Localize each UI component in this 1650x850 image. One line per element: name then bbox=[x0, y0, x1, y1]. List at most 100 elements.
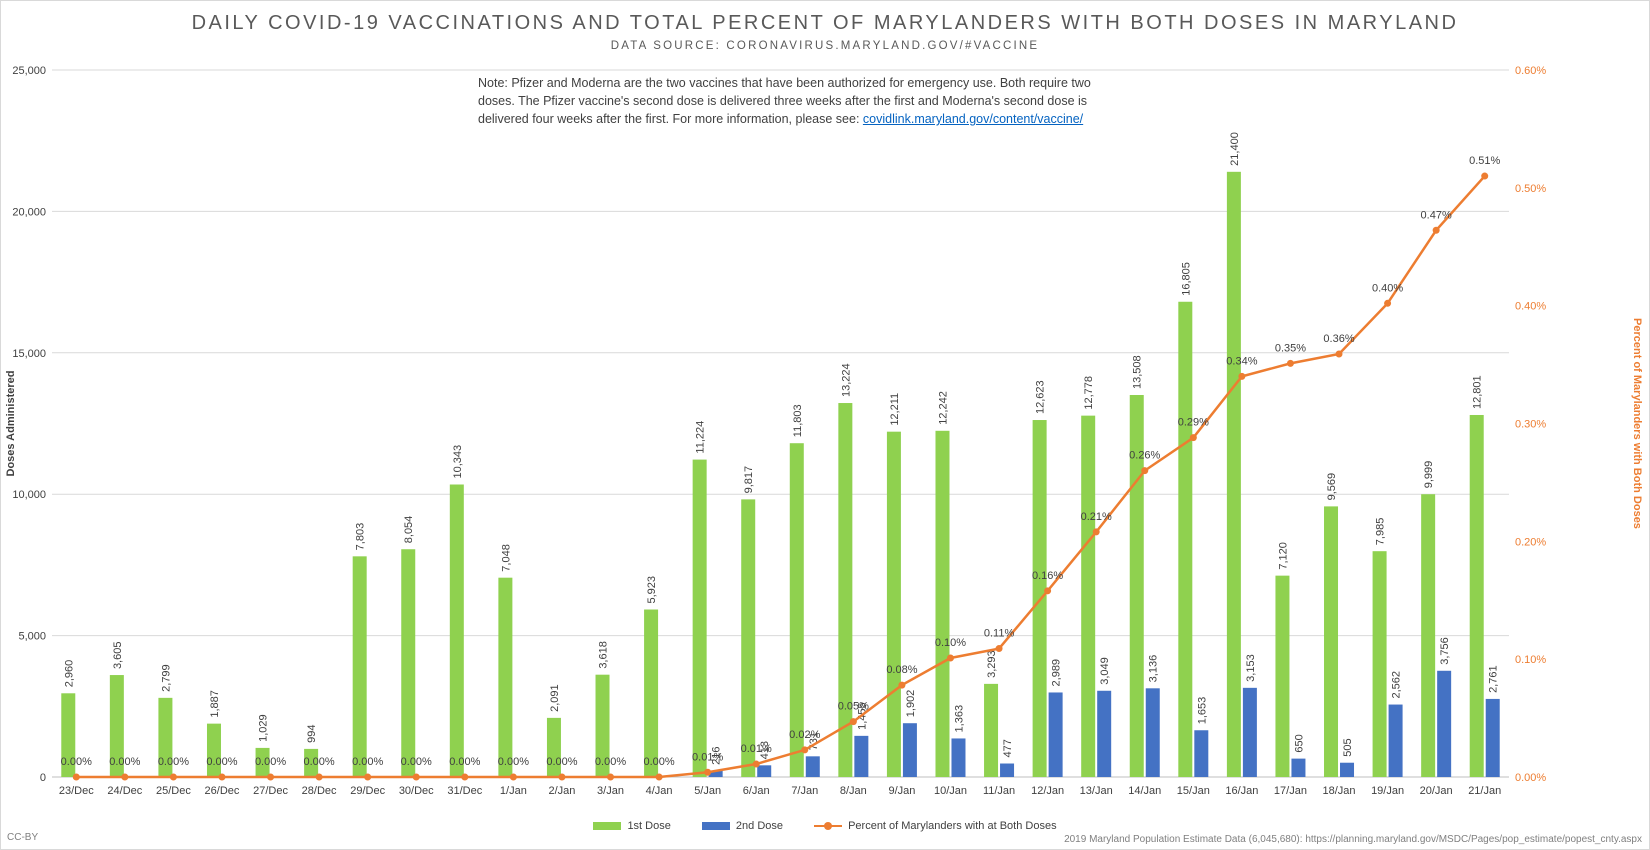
percent-label: 0.00% bbox=[61, 756, 92, 768]
bar-label-1st-dose: 1,887 bbox=[209, 690, 221, 718]
legend-swatch-percent bbox=[814, 822, 843, 831]
percent-label: 0.35% bbox=[1275, 342, 1306, 354]
bar-label-1st-dose: 2,799 bbox=[160, 664, 172, 692]
bar-2nd-dose bbox=[1340, 762, 1355, 777]
bar-2nd-dose bbox=[1388, 704, 1403, 777]
bar-label-2nd-dose: 216 bbox=[711, 747, 723, 765]
bar-label-1st-dose: 9,999 bbox=[1423, 461, 1435, 489]
bar-label-1st-dose: 7,048 bbox=[500, 544, 512, 572]
bar-1st-dose bbox=[1129, 394, 1144, 777]
percent-label: 0.26% bbox=[1129, 450, 1160, 462]
x-tick-label: 25/Dec bbox=[156, 785, 191, 797]
percent-label: 0.08% bbox=[886, 664, 917, 676]
bar-1st-dose bbox=[935, 430, 950, 777]
percent-point bbox=[412, 773, 420, 781]
bar-1st-dose bbox=[1469, 414, 1484, 777]
percent-label: 0.34% bbox=[1226, 355, 1257, 367]
x-tick-label: 5/Jan bbox=[694, 785, 721, 797]
bar-2nd-dose bbox=[902, 723, 917, 777]
bar-1st-dose bbox=[838, 403, 853, 777]
bar-2nd-dose bbox=[1291, 758, 1306, 777]
percent-label: 0.51% bbox=[1469, 155, 1500, 167]
bar-label-2nd-dose: 477 bbox=[1002, 739, 1014, 757]
bar-label-2nd-dose: 3,049 bbox=[1099, 657, 1111, 685]
bar-1st-dose bbox=[449, 484, 464, 777]
bar-label-1st-dose: 11,224 bbox=[695, 421, 707, 454]
y-tick-label: 15,000 bbox=[12, 348, 46, 360]
population-source: 2019 Maryland Population Estimate Data (… bbox=[1064, 834, 1642, 845]
y-tick-label: 5,000 bbox=[18, 631, 46, 643]
legend-item-1st-dose: 1st Dose bbox=[593, 820, 671, 832]
bar-label-2nd-dose: 3,136 bbox=[1148, 655, 1160, 683]
bar-label-1st-dose: 16,805 bbox=[1180, 262, 1192, 296]
percent-label: 0.00% bbox=[158, 756, 189, 768]
license-label: CC-BY bbox=[7, 832, 39, 843]
bar-label-1st-dose: 10,343 bbox=[452, 445, 464, 479]
note-box: Note: Pfizer and Moderna are the two vac… bbox=[478, 74, 1118, 128]
bar-1st-dose bbox=[401, 549, 416, 777]
percent-label: 0.05% bbox=[838, 701, 869, 713]
percent-label: 0.00% bbox=[498, 756, 529, 768]
percent-label: 0.21% bbox=[1081, 511, 1112, 523]
y2-tick-label: 0.10% bbox=[1515, 654, 1546, 666]
percent-point bbox=[1432, 226, 1440, 234]
x-tick-label: 11/Jan bbox=[983, 785, 1015, 797]
percent-point bbox=[218, 773, 226, 781]
bar-label-1st-dose: 7,803 bbox=[355, 523, 367, 551]
percent-point bbox=[1335, 350, 1343, 358]
bar-label-2nd-dose: 3,153 bbox=[1245, 654, 1257, 682]
bar-label-1st-dose: 12,242 bbox=[937, 391, 949, 425]
bar-label-1st-dose: 3,293 bbox=[986, 650, 998, 678]
percent-point bbox=[1189, 434, 1197, 442]
x-tick-label: 20/Jan bbox=[1420, 785, 1453, 797]
x-tick-label: 12/Jan bbox=[1031, 785, 1064, 797]
legend-item-percent: Percent of Marylanders with at Both Dose… bbox=[814, 820, 1057, 832]
percent-point bbox=[315, 773, 323, 781]
bar-2nd-dose bbox=[757, 765, 772, 777]
bar-2nd-dose bbox=[1048, 692, 1063, 777]
x-tick-label: 26/Dec bbox=[205, 785, 240, 797]
percent-label: 0.11% bbox=[984, 628, 1015, 640]
y2-tick-label: 0.30% bbox=[1515, 419, 1546, 431]
percent-point bbox=[1286, 359, 1294, 367]
x-tick-label: 30/Dec bbox=[399, 785, 434, 797]
percent-label: 0.00% bbox=[304, 756, 335, 768]
percent-point bbox=[849, 718, 857, 726]
bar-label-2nd-dose: 2,989 bbox=[1051, 659, 1063, 687]
percent-point bbox=[1141, 467, 1149, 475]
percent-point bbox=[1238, 372, 1246, 380]
bar-1st-dose bbox=[789, 443, 804, 777]
percent-point bbox=[121, 773, 129, 781]
legend-label-2nd-dose: 2nd Dose bbox=[735, 820, 784, 832]
legend-label-percent: Percent of Marylanders with at Both Dose… bbox=[848, 820, 1057, 832]
x-tick-label: 23/Dec bbox=[59, 785, 94, 797]
bar-1st-dose bbox=[1275, 575, 1290, 777]
x-tick-label: 29/Dec bbox=[350, 785, 385, 797]
vaccine-info-link[interactable]: covidlink.maryland.gov/content/vaccine/ bbox=[862, 112, 1084, 126]
bar-label-1st-dose: 12,778 bbox=[1083, 376, 1095, 410]
x-tick-label: 10/Jan bbox=[934, 785, 967, 797]
bar-2nd-dose bbox=[1097, 690, 1112, 777]
percent-point bbox=[1092, 528, 1100, 536]
x-tick-label: 16/Jan bbox=[1225, 785, 1258, 797]
y-axis-title: Doses Administered bbox=[5, 371, 17, 477]
y2-tick-label: 0.50% bbox=[1515, 183, 1546, 195]
percent-label: 0.40% bbox=[1372, 282, 1403, 294]
percent-point bbox=[801, 746, 809, 754]
bar-label-1st-dose: 9,817 bbox=[743, 466, 755, 494]
percent-point bbox=[704, 768, 712, 776]
x-tick-label: 13/Jan bbox=[1080, 785, 1113, 797]
y-tick-label: 10,000 bbox=[12, 489, 46, 501]
bar-label-1st-dose: 994 bbox=[306, 725, 318, 743]
bar-label-2nd-dose: 1,363 bbox=[953, 705, 965, 733]
percent-point bbox=[1481, 172, 1489, 180]
chart-title: DAILY COVID-19 VACCINATIONS AND TOTAL PE… bbox=[191, 12, 1459, 34]
bar-1st-dose bbox=[255, 747, 270, 777]
percent-label: 0.00% bbox=[109, 756, 140, 768]
percent-point bbox=[752, 760, 760, 768]
note-text: Note: Pfizer and Moderna are the two vac… bbox=[478, 76, 1091, 126]
percent-point bbox=[607, 773, 615, 781]
percent-label: 0.00% bbox=[255, 756, 286, 768]
bar-1st-dose bbox=[692, 459, 707, 777]
